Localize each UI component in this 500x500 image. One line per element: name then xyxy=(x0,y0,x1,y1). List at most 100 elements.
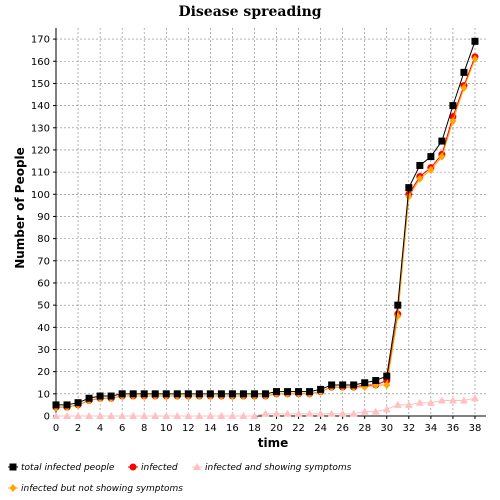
x-tick-label: 14 xyxy=(204,423,217,434)
data-point xyxy=(327,409,336,417)
y-tick-label: 150 xyxy=(31,79,50,90)
x-tick-label: 6 xyxy=(119,423,125,434)
data-point xyxy=(305,409,314,417)
legend-label: infected but not showing symptoms xyxy=(21,484,183,494)
data-point xyxy=(261,390,269,398)
legend-marker xyxy=(9,484,17,492)
data-point xyxy=(118,390,126,398)
x-tick-label: 8 xyxy=(141,423,147,434)
series-group xyxy=(52,37,479,419)
data-point xyxy=(426,398,435,406)
data-point xyxy=(448,396,457,404)
data-point xyxy=(74,412,83,419)
data-point xyxy=(383,372,391,380)
legend-item: infected but not showing symptoms xyxy=(8,484,183,494)
legend: total infected people infected infected an… xyxy=(8,463,352,494)
data-point xyxy=(118,412,127,419)
data-point xyxy=(107,412,116,419)
data-point xyxy=(471,55,479,64)
series-total-infected-people xyxy=(52,37,479,409)
data-point xyxy=(239,412,248,419)
data-point xyxy=(415,398,424,406)
data-point xyxy=(140,412,149,419)
data-point xyxy=(129,412,138,419)
y-axis-label: Number of People xyxy=(13,147,27,269)
data-point xyxy=(151,390,159,398)
data-point xyxy=(328,381,336,389)
data-point xyxy=(306,388,314,396)
data-point xyxy=(206,390,214,398)
data-point xyxy=(273,388,281,396)
legend-label: infected and showing symptoms xyxy=(205,463,352,473)
y-tick-label: 60 xyxy=(37,278,50,289)
y-tick-label: 80 xyxy=(37,234,50,245)
data-point xyxy=(338,409,347,417)
data-point xyxy=(316,409,325,417)
data-point xyxy=(382,405,391,413)
legend-marker xyxy=(193,463,201,470)
data-point xyxy=(471,37,479,45)
data-point xyxy=(63,401,71,409)
x-tick-label: 2 xyxy=(75,423,81,434)
y-tick-label: 0 xyxy=(44,412,50,423)
data-point xyxy=(162,390,170,398)
data-point xyxy=(416,174,424,183)
data-point xyxy=(361,379,369,387)
x-tick-label: 26 xyxy=(336,423,349,434)
x-tick-label: 20 xyxy=(270,423,283,434)
data-point xyxy=(107,392,115,400)
data-point xyxy=(250,390,258,398)
data-point xyxy=(52,401,60,409)
data-point xyxy=(272,409,281,417)
data-point xyxy=(74,399,82,407)
data-point xyxy=(383,380,391,389)
data-point xyxy=(438,152,446,161)
data-point xyxy=(459,396,468,404)
data-point xyxy=(294,409,303,417)
data-point xyxy=(85,394,93,402)
x-tick-label: 4 xyxy=(97,423,103,434)
y-tick-label: 10 xyxy=(37,389,50,400)
x-tick-label: 16 xyxy=(226,423,239,434)
data-point xyxy=(140,390,148,398)
data-point xyxy=(250,412,259,419)
data-point xyxy=(284,388,292,396)
series-infected-and-showing-symptoms xyxy=(52,394,479,419)
data-point xyxy=(173,412,182,419)
x-tick-label: 28 xyxy=(358,423,371,434)
data-point xyxy=(360,407,369,415)
data-point xyxy=(96,392,104,400)
data-point xyxy=(96,412,105,419)
data-point xyxy=(438,137,446,145)
data-point xyxy=(206,412,215,419)
data-point xyxy=(129,390,137,398)
data-point xyxy=(173,390,181,398)
x-axis-label: time xyxy=(258,436,289,450)
legend-marker xyxy=(9,463,17,471)
x-tick-label: 34 xyxy=(425,423,438,434)
legend-item: total infected people xyxy=(8,463,115,473)
data-point xyxy=(295,388,303,396)
legend-item: infected and showing symptoms xyxy=(192,463,352,473)
y-tick-label: 170 xyxy=(31,35,50,46)
data-point xyxy=(449,102,457,110)
x-tick-label: 10 xyxy=(160,423,173,434)
y-tick-label: 120 xyxy=(31,145,50,156)
legend-marker xyxy=(129,463,137,471)
y-tick-label: 50 xyxy=(37,301,50,312)
data-point xyxy=(85,412,94,419)
data-point xyxy=(372,377,380,385)
x-tick-label: 38 xyxy=(469,423,482,434)
data-point xyxy=(350,381,358,389)
y-tick-label: 100 xyxy=(31,190,50,201)
y-tick-label: 90 xyxy=(37,212,50,223)
data-point xyxy=(405,192,413,201)
data-point xyxy=(349,409,358,417)
data-point xyxy=(184,390,192,398)
y-tick-label: 130 xyxy=(31,123,50,134)
y-tick-label: 160 xyxy=(31,57,50,68)
data-point xyxy=(184,412,193,419)
y-tick-label: 30 xyxy=(37,345,50,356)
data-point xyxy=(63,412,72,419)
